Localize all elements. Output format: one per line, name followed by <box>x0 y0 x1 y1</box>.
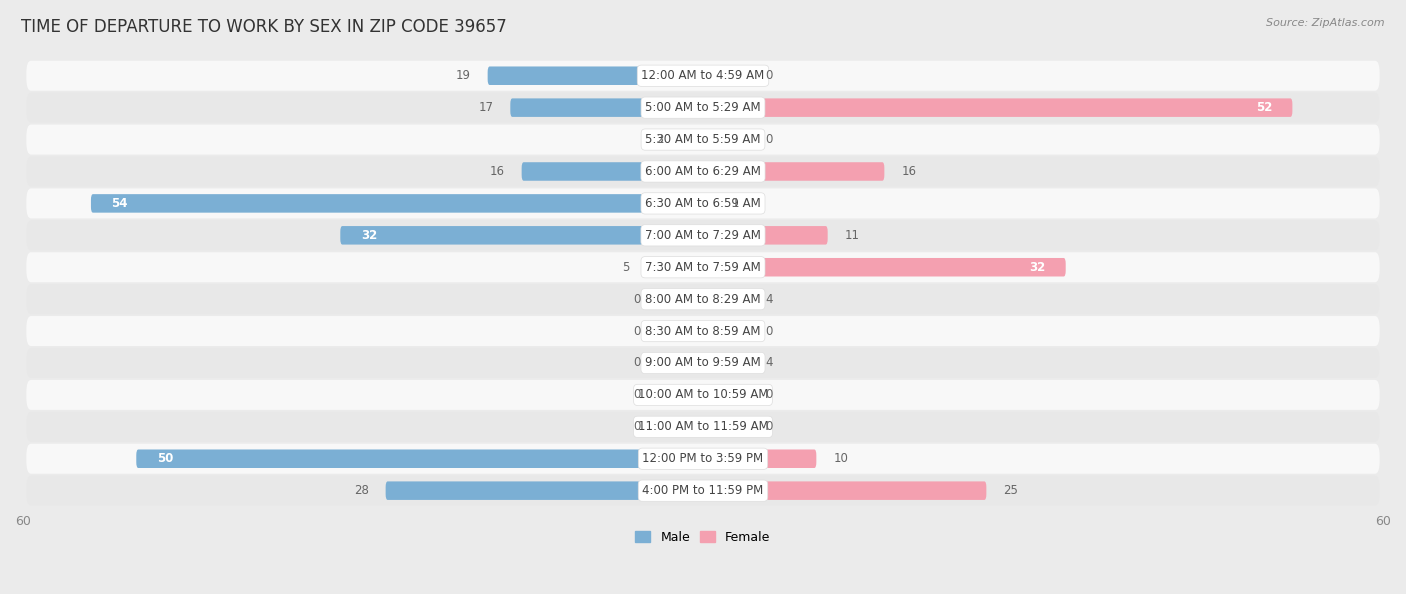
Text: 0: 0 <box>765 388 773 402</box>
Text: 7:30 AM to 7:59 AM: 7:30 AM to 7:59 AM <box>645 261 761 274</box>
FancyBboxPatch shape <box>658 386 703 404</box>
Text: 4:00 PM to 11:59 PM: 4:00 PM to 11:59 PM <box>643 484 763 497</box>
FancyBboxPatch shape <box>385 481 703 500</box>
Text: 0: 0 <box>633 356 641 369</box>
Text: 5:00 AM to 5:29 AM: 5:00 AM to 5:29 AM <box>645 101 761 114</box>
Text: 0: 0 <box>633 388 641 402</box>
Text: 16: 16 <box>901 165 917 178</box>
FancyBboxPatch shape <box>703 481 987 500</box>
FancyBboxPatch shape <box>27 220 1379 250</box>
Text: 4: 4 <box>765 356 773 369</box>
Text: 7:00 AM to 7:29 AM: 7:00 AM to 7:29 AM <box>645 229 761 242</box>
FancyBboxPatch shape <box>703 450 817 468</box>
Text: 17: 17 <box>478 101 494 114</box>
FancyBboxPatch shape <box>27 348 1379 378</box>
FancyBboxPatch shape <box>27 476 1379 505</box>
FancyBboxPatch shape <box>27 156 1379 187</box>
FancyBboxPatch shape <box>27 316 1379 346</box>
FancyBboxPatch shape <box>703 418 748 436</box>
Text: 0: 0 <box>765 324 773 337</box>
Text: 5: 5 <box>621 261 630 274</box>
Text: Source: ZipAtlas.com: Source: ZipAtlas.com <box>1267 18 1385 28</box>
FancyBboxPatch shape <box>658 322 703 340</box>
FancyBboxPatch shape <box>510 99 703 117</box>
FancyBboxPatch shape <box>340 226 703 245</box>
FancyBboxPatch shape <box>703 258 1066 276</box>
Text: 0: 0 <box>765 133 773 146</box>
Text: 0: 0 <box>633 324 641 337</box>
Text: 4: 4 <box>765 293 773 306</box>
Text: 0: 0 <box>633 293 641 306</box>
FancyBboxPatch shape <box>27 125 1379 154</box>
Text: 50: 50 <box>156 452 173 465</box>
FancyBboxPatch shape <box>27 252 1379 282</box>
Text: 32: 32 <box>361 229 377 242</box>
Text: 16: 16 <box>489 165 505 178</box>
FancyBboxPatch shape <box>703 130 748 149</box>
FancyBboxPatch shape <box>27 61 1379 91</box>
Text: 6:00 AM to 6:29 AM: 6:00 AM to 6:29 AM <box>645 165 761 178</box>
FancyBboxPatch shape <box>681 130 703 149</box>
Text: 5:30 AM to 5:59 AM: 5:30 AM to 5:59 AM <box>645 133 761 146</box>
Text: 0: 0 <box>765 421 773 434</box>
FancyBboxPatch shape <box>703 194 714 213</box>
Text: 12:00 AM to 4:59 AM: 12:00 AM to 4:59 AM <box>641 69 765 82</box>
FancyBboxPatch shape <box>658 354 703 372</box>
Text: TIME OF DEPARTURE TO WORK BY SEX IN ZIP CODE 39657: TIME OF DEPARTURE TO WORK BY SEX IN ZIP … <box>21 18 506 36</box>
FancyBboxPatch shape <box>27 188 1379 219</box>
Text: 2: 2 <box>655 133 664 146</box>
Text: 54: 54 <box>111 197 128 210</box>
FancyBboxPatch shape <box>27 412 1379 442</box>
Text: 9:00 AM to 9:59 AM: 9:00 AM to 9:59 AM <box>645 356 761 369</box>
FancyBboxPatch shape <box>703 226 828 245</box>
Text: 11: 11 <box>845 229 859 242</box>
FancyBboxPatch shape <box>658 418 703 436</box>
FancyBboxPatch shape <box>91 194 703 213</box>
Text: 32: 32 <box>1029 261 1045 274</box>
FancyBboxPatch shape <box>647 258 703 276</box>
Text: 0: 0 <box>633 421 641 434</box>
FancyBboxPatch shape <box>522 162 703 181</box>
FancyBboxPatch shape <box>703 67 748 85</box>
Text: 25: 25 <box>1004 484 1018 497</box>
FancyBboxPatch shape <box>27 380 1379 410</box>
FancyBboxPatch shape <box>658 290 703 308</box>
Text: 0: 0 <box>765 69 773 82</box>
FancyBboxPatch shape <box>703 99 1292 117</box>
FancyBboxPatch shape <box>703 322 748 340</box>
Legend: Male, Female: Male, Female <box>630 526 776 549</box>
FancyBboxPatch shape <box>703 354 748 372</box>
Text: 28: 28 <box>354 484 368 497</box>
Text: 19: 19 <box>456 69 471 82</box>
Text: 10: 10 <box>834 452 848 465</box>
Text: 6:30 AM to 6:59 AM: 6:30 AM to 6:59 AM <box>645 197 761 210</box>
FancyBboxPatch shape <box>27 284 1379 314</box>
FancyBboxPatch shape <box>27 444 1379 474</box>
Text: 1: 1 <box>731 197 738 210</box>
FancyBboxPatch shape <box>136 450 703 468</box>
FancyBboxPatch shape <box>703 386 748 404</box>
FancyBboxPatch shape <box>703 162 884 181</box>
Text: 8:00 AM to 8:29 AM: 8:00 AM to 8:29 AM <box>645 293 761 306</box>
FancyBboxPatch shape <box>27 93 1379 122</box>
FancyBboxPatch shape <box>703 290 748 308</box>
Text: 10:00 AM to 10:59 AM: 10:00 AM to 10:59 AM <box>638 388 768 402</box>
Text: 12:00 PM to 3:59 PM: 12:00 PM to 3:59 PM <box>643 452 763 465</box>
FancyBboxPatch shape <box>488 67 703 85</box>
Text: 52: 52 <box>1256 101 1272 114</box>
Text: 11:00 AM to 11:59 AM: 11:00 AM to 11:59 AM <box>638 421 768 434</box>
Text: 8:30 AM to 8:59 AM: 8:30 AM to 8:59 AM <box>645 324 761 337</box>
